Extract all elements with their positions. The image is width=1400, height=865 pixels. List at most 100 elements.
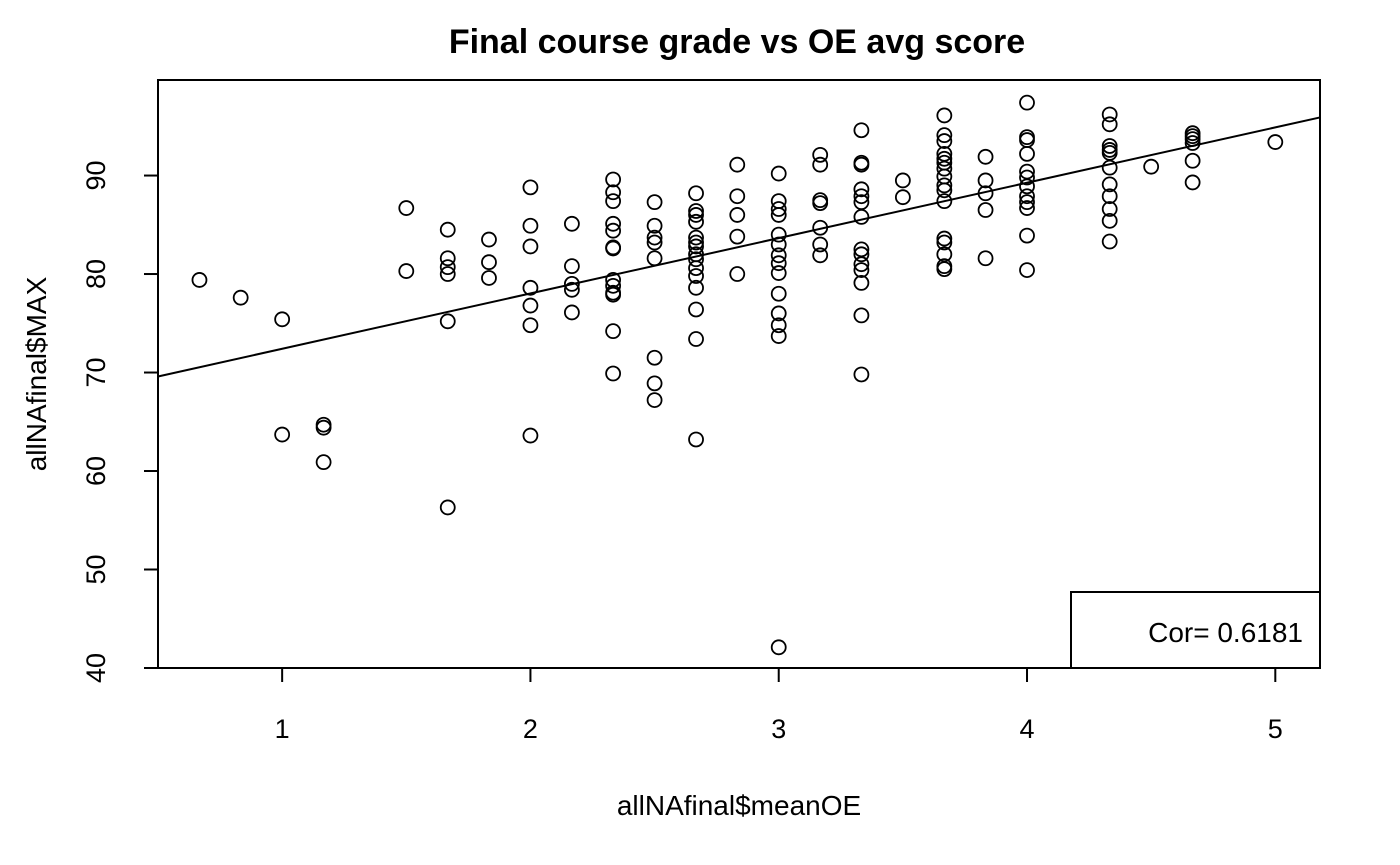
data-point (522, 179, 539, 196)
data-point (853, 188, 870, 205)
data-point (605, 240, 622, 257)
data-point (812, 156, 829, 173)
data-point (688, 431, 704, 448)
data-point (564, 281, 580, 298)
data-point (770, 207, 787, 223)
data-point (1101, 201, 1118, 217)
data-point (936, 230, 953, 247)
data-point (936, 107, 953, 124)
data-point (522, 297, 539, 314)
data-point (605, 222, 622, 239)
data-point (522, 238, 539, 255)
data-point (605, 184, 622, 201)
data-point (1019, 169, 1035, 186)
data-point (770, 317, 787, 334)
data-point (1019, 178, 1035, 195)
x-tick-label: 3 (771, 714, 786, 744)
data-point (977, 202, 994, 218)
data-point (646, 392, 663, 409)
data-point (646, 349, 663, 366)
data-point (1019, 194, 1035, 211)
data-point (646, 250, 663, 267)
data-point (564, 258, 580, 275)
data-point (605, 323, 622, 340)
data-point (1184, 135, 1201, 151)
data-point (1143, 158, 1160, 175)
data-points (191, 94, 1284, 656)
data-point (688, 260, 704, 277)
data-point (853, 246, 870, 263)
data-point (439, 313, 456, 330)
data-point (646, 234, 663, 251)
data-point (729, 207, 746, 223)
y-tick-label: 50 (81, 554, 111, 584)
data-point (812, 146, 829, 163)
y-tick-label: 60 (81, 456, 111, 486)
data-point (1101, 212, 1118, 229)
x-tick-label: 5 (1268, 714, 1283, 744)
data-point (1019, 94, 1035, 111)
legend-box (1070, 591, 1321, 669)
chart-title: Final course grade vs OE avg score (449, 23, 1025, 61)
data-point (812, 195, 829, 212)
data-point (564, 275, 580, 292)
plot-frame (157, 79, 1321, 669)
regression-line (157, 116, 1321, 378)
data-point (729, 228, 746, 245)
regression-line-group (157, 116, 1321, 378)
data-point (688, 331, 704, 347)
y-axis-label: allNAfinal$MAX (21, 276, 52, 471)
data-point (729, 188, 746, 205)
data-point (1101, 176, 1118, 193)
data-point (853, 209, 870, 225)
data-point (936, 133, 953, 149)
data-point (770, 165, 787, 182)
data-point (936, 193, 953, 210)
data-point (605, 365, 622, 382)
data-point (439, 266, 456, 282)
data-point (688, 229, 704, 246)
data-point (936, 182, 953, 199)
data-point (1019, 145, 1035, 162)
correlation-legend: Cor= 0.6181 (1070, 591, 1321, 669)
data-point (564, 304, 580, 321)
data-point (1184, 131, 1201, 147)
data-point (770, 201, 787, 217)
data-point (770, 236, 787, 253)
data-point (688, 301, 704, 318)
data-point (1101, 116, 1118, 133)
data-point (522, 317, 539, 334)
data-point (315, 419, 332, 436)
data-point (936, 127, 953, 144)
data-point (646, 217, 663, 234)
y-tick-label: 80 (81, 259, 111, 289)
data-point (894, 172, 911, 189)
data-point (398, 200, 415, 216)
data-point (894, 189, 911, 206)
data-point (936, 261, 953, 278)
data-point (770, 247, 787, 264)
data-point (977, 185, 994, 202)
data-point (315, 454, 332, 471)
data-point (853, 256, 870, 273)
data-point (439, 259, 456, 276)
y-axis: 40 50 60 70 80 90 (81, 161, 158, 683)
data-point (936, 177, 953, 194)
data-point (439, 221, 456, 238)
data-point (1184, 152, 1201, 169)
data-point (439, 250, 456, 267)
data-point (770, 285, 787, 302)
data-point (936, 160, 953, 177)
data-point (688, 207, 704, 223)
data-point (1101, 188, 1118, 205)
data-point (853, 156, 870, 173)
data-point (936, 234, 953, 251)
data-point (1101, 138, 1118, 154)
x-tick-label: 2 (523, 714, 538, 744)
data-point (1101, 159, 1118, 176)
data-point (646, 194, 663, 211)
x-axis-label: allNAfinal$meanOE (617, 790, 861, 821)
data-point (688, 268, 704, 284)
data-point (936, 150, 953, 167)
data-point (770, 639, 787, 656)
